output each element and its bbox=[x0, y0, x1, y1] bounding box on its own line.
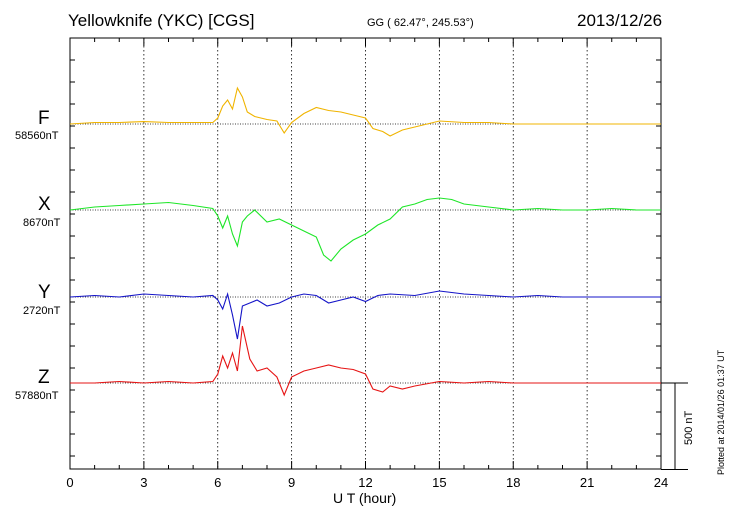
x-tick-label-12: 12 bbox=[358, 475, 372, 490]
x-tick-label-0: 0 bbox=[66, 475, 73, 490]
scale-bar-label: 500 nT bbox=[683, 411, 695, 445]
x-tick-label-3: 3 bbox=[140, 475, 147, 490]
series-line-z bbox=[70, 326, 661, 395]
x-tick-label-18: 18 bbox=[506, 475, 520, 490]
x-tick-label-9: 9 bbox=[288, 475, 295, 490]
x-tick-label-15: 15 bbox=[432, 475, 446, 490]
x-tick-label-21: 21 bbox=[580, 475, 594, 490]
x-tick-label-24: 24 bbox=[654, 475, 668, 490]
x-tick-label-6: 6 bbox=[214, 475, 221, 490]
plotted-timestamp: Plotted at 2014/01/26 01:37 UT bbox=[716, 350, 726, 475]
x-axis-label: U T (hour) bbox=[333, 490, 396, 506]
